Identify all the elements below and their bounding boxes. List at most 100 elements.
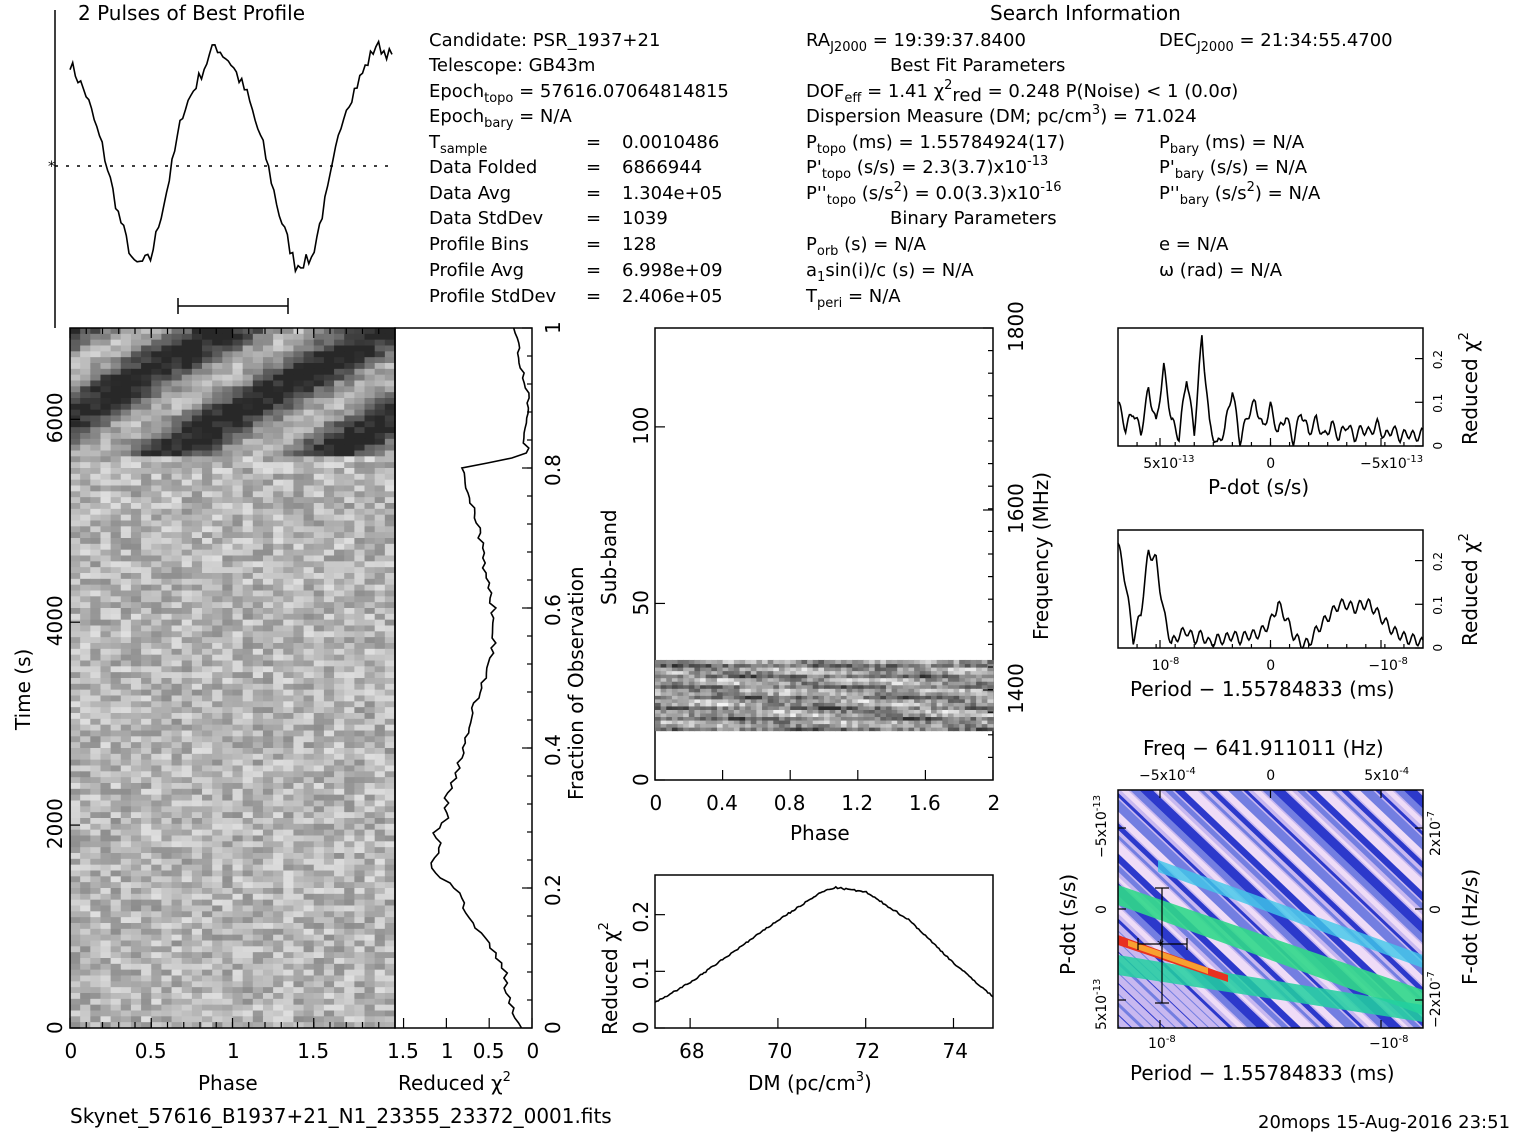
heat-cell bbox=[293, 578, 305, 586]
heat-cell bbox=[807, 702, 814, 707]
heat-cell bbox=[252, 520, 264, 527]
heat-cell bbox=[130, 438, 142, 446]
heat-cell bbox=[222, 596, 234, 603]
heat-cell bbox=[181, 753, 193, 761]
heat-cell bbox=[171, 1016, 183, 1023]
heat-cell bbox=[141, 578, 152, 586]
heat-cell bbox=[303, 987, 315, 994]
heat-cell bbox=[283, 625, 295, 632]
heat-cell bbox=[880, 723, 887, 728]
heat-cell bbox=[212, 993, 223, 1000]
heat-cell bbox=[273, 392, 284, 399]
heat-cell bbox=[762, 681, 769, 686]
heat-cell bbox=[880, 727, 887, 732]
heat-cell bbox=[161, 613, 173, 621]
heat-cell bbox=[364, 491, 376, 498]
heat-cell bbox=[364, 555, 376, 562]
heat-cell bbox=[151, 596, 163, 603]
heat-cell bbox=[824, 712, 831, 718]
heat-cell bbox=[273, 946, 284, 953]
heat-cell bbox=[120, 392, 132, 399]
heat-cell bbox=[222, 444, 234, 452]
heat-cell bbox=[784, 712, 791, 718]
heat-cell bbox=[374, 858, 386, 866]
heat-cell bbox=[313, 409, 325, 417]
heat-cell bbox=[283, 485, 295, 492]
heat-cell bbox=[716, 674, 724, 679]
heat-cell bbox=[716, 681, 724, 686]
heat-cell bbox=[100, 427, 112, 434]
heat-cell bbox=[262, 963, 274, 971]
heat-cell bbox=[344, 771, 355, 778]
heat-cell bbox=[161, 648, 173, 656]
heat-cell bbox=[694, 702, 701, 707]
heat-cell bbox=[90, 882, 102, 889]
heat-cell bbox=[151, 613, 163, 621]
heat-cell bbox=[334, 532, 345, 539]
heat-cell bbox=[181, 713, 193, 720]
heat-cell bbox=[728, 695, 735, 700]
heat-cell bbox=[671, 719, 679, 725]
heat-cell bbox=[334, 963, 345, 971]
heat-cell bbox=[869, 712, 876, 718]
heat-cell bbox=[666, 727, 673, 732]
heat-cell bbox=[801, 677, 808, 682]
heat-cell bbox=[384, 783, 396, 790]
heat-cell bbox=[171, 625, 183, 632]
heat-cell bbox=[141, 934, 152, 942]
heat-cell bbox=[344, 1010, 355, 1017]
heat-cell bbox=[70, 876, 81, 883]
heat-cell bbox=[323, 718, 335, 726]
heat-cell bbox=[130, 514, 142, 522]
heat-cell bbox=[242, 823, 254, 831]
heat-cell bbox=[232, 1004, 244, 1012]
heat-cell bbox=[739, 695, 746, 700]
heat-cell bbox=[222, 981, 234, 988]
heat-cell bbox=[364, 538, 376, 545]
heat-cell bbox=[202, 1022, 213, 1029]
heat-cell bbox=[733, 719, 741, 725]
heat-cell bbox=[80, 543, 91, 551]
heat-cell bbox=[191, 928, 203, 936]
heat-cell bbox=[273, 911, 284, 918]
heat-cell bbox=[232, 736, 244, 743]
heat-cell bbox=[293, 818, 305, 825]
heat-cell bbox=[202, 759, 213, 767]
heat-cell bbox=[293, 433, 305, 440]
heat-cell bbox=[970, 723, 977, 728]
heat-cell bbox=[70, 788, 81, 796]
heat-cell bbox=[303, 403, 315, 411]
heat-cell bbox=[334, 444, 345, 452]
heat-cell bbox=[171, 438, 183, 446]
heat-cell bbox=[130, 987, 142, 994]
heat-cell bbox=[141, 660, 152, 667]
heat-cell bbox=[976, 688, 983, 693]
heat-cell bbox=[384, 333, 396, 341]
heat-cell bbox=[767, 688, 774, 693]
heat-cell bbox=[987, 691, 994, 696]
heat-cell bbox=[161, 345, 173, 352]
heat-cell bbox=[191, 485, 203, 492]
heat-cell bbox=[242, 637, 254, 644]
heat-cell bbox=[120, 421, 132, 428]
heat-cell bbox=[232, 357, 244, 364]
heat-cell bbox=[323, 538, 335, 545]
heat-cell bbox=[818, 712, 825, 718]
heat-cell bbox=[283, 928, 295, 936]
heat-cell bbox=[232, 765, 244, 772]
heat-cell bbox=[171, 899, 183, 907]
heat-cell bbox=[374, 561, 386, 568]
heat-cell bbox=[191, 561, 203, 568]
heat-cell bbox=[232, 339, 244, 347]
heat-cell bbox=[212, 969, 223, 977]
heat-cell bbox=[171, 415, 183, 422]
heat-cell bbox=[313, 374, 325, 382]
heat-cell bbox=[252, 946, 264, 953]
heat-cell bbox=[110, 987, 122, 994]
heat-cell bbox=[818, 698, 825, 703]
heat-cell bbox=[976, 695, 983, 700]
heat-cell bbox=[773, 695, 780, 700]
heat-cell bbox=[384, 806, 396, 813]
heat-cell bbox=[677, 674, 684, 679]
heat-cell bbox=[660, 705, 667, 710]
